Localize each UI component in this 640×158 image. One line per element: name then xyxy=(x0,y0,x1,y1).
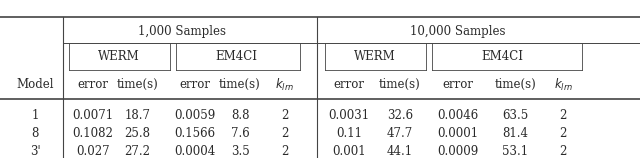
Text: 53.1: 53.1 xyxy=(502,145,528,158)
Text: time(s): time(s) xyxy=(379,78,421,91)
Text: 25.8: 25.8 xyxy=(125,127,150,140)
Text: 0.11: 0.11 xyxy=(336,127,362,140)
Text: 63.5: 63.5 xyxy=(502,109,529,122)
Text: 10,000 Samples: 10,000 Samples xyxy=(410,25,506,38)
Text: 0.001: 0.001 xyxy=(332,145,365,158)
Text: time(s): time(s) xyxy=(494,78,536,91)
Text: 32.6: 32.6 xyxy=(387,109,413,122)
Text: 2: 2 xyxy=(281,145,289,158)
Text: error: error xyxy=(442,78,473,91)
Text: 47.7: 47.7 xyxy=(387,127,413,140)
Text: 81.4: 81.4 xyxy=(502,127,528,140)
Text: 27.2: 27.2 xyxy=(125,145,150,158)
Text: WERM: WERM xyxy=(97,50,140,63)
Text: 8: 8 xyxy=(31,127,39,140)
Text: 18.7: 18.7 xyxy=(125,109,150,122)
Text: error: error xyxy=(180,78,211,91)
Text: $k_{lrn}$: $k_{lrn}$ xyxy=(554,76,573,93)
Text: 0.1566: 0.1566 xyxy=(175,127,216,140)
Text: $k_{lrn}$: $k_{lrn}$ xyxy=(275,76,294,93)
Text: 1: 1 xyxy=(31,109,39,122)
Text: 2: 2 xyxy=(559,127,567,140)
Text: 2: 2 xyxy=(559,145,567,158)
Text: time(s): time(s) xyxy=(116,78,159,91)
Text: Model: Model xyxy=(17,78,54,91)
Text: 2: 2 xyxy=(281,127,289,140)
Text: 0.0071: 0.0071 xyxy=(72,109,113,122)
Text: error: error xyxy=(333,78,364,91)
Text: 7.6: 7.6 xyxy=(230,127,250,140)
Text: 0.027: 0.027 xyxy=(76,145,109,158)
Text: 0.0046: 0.0046 xyxy=(437,109,478,122)
Text: 0.0001: 0.0001 xyxy=(437,127,478,140)
Text: 0.0031: 0.0031 xyxy=(328,109,369,122)
Text: 0.0009: 0.0009 xyxy=(437,145,478,158)
Text: 8.8: 8.8 xyxy=(231,109,249,122)
Text: WERM: WERM xyxy=(353,50,396,63)
Text: EM4CI: EM4CI xyxy=(216,50,258,63)
Text: 3.5: 3.5 xyxy=(230,145,250,158)
Text: time(s): time(s) xyxy=(219,78,261,91)
Text: error: error xyxy=(77,78,108,91)
Text: 2: 2 xyxy=(281,109,289,122)
Text: 2: 2 xyxy=(559,109,567,122)
Text: 0.1082: 0.1082 xyxy=(72,127,113,140)
Text: 0.0004: 0.0004 xyxy=(175,145,216,158)
Text: 0.0059: 0.0059 xyxy=(175,109,216,122)
Text: 3': 3' xyxy=(30,145,40,158)
Text: EM4CI: EM4CI xyxy=(481,50,524,63)
Text: 1,000 Samples: 1,000 Samples xyxy=(138,25,227,38)
Text: 44.1: 44.1 xyxy=(387,145,413,158)
